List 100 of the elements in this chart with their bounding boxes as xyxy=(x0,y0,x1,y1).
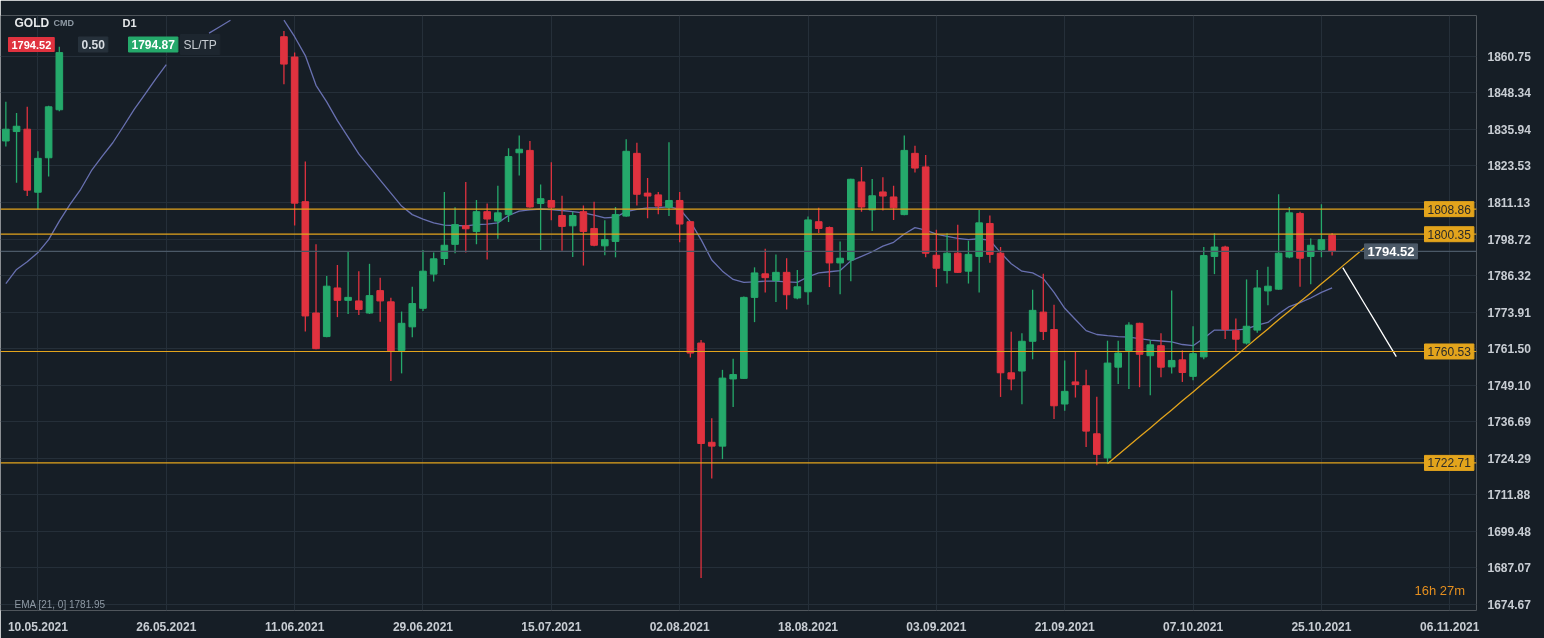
ref-line-label: 1722.71 xyxy=(1427,456,1472,471)
candlestick xyxy=(643,177,652,219)
candlestick xyxy=(12,112,21,184)
annotation: 16h 27m xyxy=(1414,583,1466,598)
candlestick xyxy=(1092,396,1101,466)
candlestick xyxy=(1039,273,1048,341)
y-tick-label: 1687.07 xyxy=(1487,561,1532,576)
y-tick-label: 1773.91 xyxy=(1487,305,1532,320)
x-tick-label: 25.10.2021 xyxy=(1291,619,1352,634)
candlestick xyxy=(1060,359,1069,412)
x-tick-label: 06.11.2021 xyxy=(1420,619,1480,634)
x-tick-label: 10.05.2021 xyxy=(7,619,69,634)
candlestick xyxy=(536,183,545,251)
candlestick xyxy=(440,191,449,266)
x-tick-label: 02.08.2021 xyxy=(649,619,711,634)
candlestick xyxy=(483,202,491,261)
candlestick xyxy=(814,207,823,234)
candlestick xyxy=(1157,332,1165,378)
candlestick xyxy=(579,204,588,267)
y-tick-label: 1860.75 xyxy=(1487,49,1532,64)
candlestick xyxy=(761,248,770,294)
candlestick xyxy=(1328,232,1336,257)
y-tick-label: 1786.32 xyxy=(1487,269,1532,284)
candlestick xyxy=(1114,340,1123,385)
y-tick-label: 1811.13 xyxy=(1487,195,1531,210)
candlestick xyxy=(568,211,577,258)
candlestick xyxy=(515,134,524,177)
y-tick-label: 1711.88 xyxy=(1487,488,1531,503)
candlestick xyxy=(729,358,737,408)
ref-line-label: 1800.35 xyxy=(1427,227,1472,242)
candlestick xyxy=(782,257,791,311)
candlestick xyxy=(1178,349,1187,383)
candlestick xyxy=(547,161,556,221)
candlestick xyxy=(772,253,780,303)
candlestick xyxy=(1242,278,1251,346)
candlestick xyxy=(1306,237,1315,285)
x-tick-label: 07.10.2021 xyxy=(1163,619,1224,634)
candlestick xyxy=(793,269,802,300)
candlestick xyxy=(376,277,385,323)
x-tick-label: 18.08.2021 xyxy=(777,619,839,634)
candlestick xyxy=(333,264,342,318)
y-tick-label: 1749.10 xyxy=(1487,378,1532,393)
annotation: 1794.87 xyxy=(131,38,176,52)
x-tick-label: 11.06.2021 xyxy=(264,619,325,634)
candlestick xyxy=(953,223,962,274)
candlestick xyxy=(911,145,919,174)
candlestick xyxy=(429,251,438,283)
candlestick xyxy=(1071,350,1080,399)
candlestick xyxy=(964,240,973,285)
candlestick xyxy=(654,191,663,215)
annotation: 0.50 xyxy=(81,38,106,52)
y-tick-label: 1699.48 xyxy=(1487,524,1532,539)
candlestick xyxy=(2,101,10,148)
chart-title: GOLD xyxy=(14,15,50,30)
line-series xyxy=(1342,266,1397,358)
y-tick-label: 1848.34 xyxy=(1487,86,1532,101)
y-tick-label: 1823.53 xyxy=(1487,159,1532,174)
candlestick xyxy=(472,199,481,246)
candlestick xyxy=(1189,325,1197,381)
y-tick-label: 1736.69 xyxy=(1487,415,1532,430)
annotation: SL/TP xyxy=(183,37,217,52)
candlestick xyxy=(836,240,844,295)
candlestick xyxy=(451,206,459,254)
candlestick xyxy=(932,228,941,288)
candlestick xyxy=(461,181,470,254)
candlestick xyxy=(600,219,609,256)
y-tick-label: 1674.67 xyxy=(1487,597,1532,612)
candlestick xyxy=(868,178,877,232)
y-tick-label: 1761.50 xyxy=(1487,342,1532,357)
annotation: CMD xyxy=(53,17,75,28)
candlestick xyxy=(1007,331,1016,391)
annotation: 1794.52 xyxy=(11,38,52,51)
candlestick xyxy=(1264,266,1272,306)
ref-line-label: 1794.52 xyxy=(1367,243,1415,259)
candlestick xyxy=(889,185,898,221)
y-tick-label: 1798.72 xyxy=(1487,232,1532,247)
x-tick-label: 26.05.2021 xyxy=(136,619,197,634)
candlestick xyxy=(1146,339,1155,396)
y-tick-label: 1724.29 xyxy=(1487,451,1532,466)
annotation: D1 xyxy=(122,16,137,29)
candlestick xyxy=(665,141,673,217)
candlestick xyxy=(354,270,363,316)
ref-line-label: 1760.53 xyxy=(1427,345,1472,359)
candlestick xyxy=(675,191,684,243)
candlestick xyxy=(408,286,417,338)
x-tick-label: 03.09.2021 xyxy=(906,619,967,634)
candlestick xyxy=(344,250,352,315)
candlestick xyxy=(365,263,374,315)
x-tick-label: 29.06.2021 xyxy=(392,619,454,634)
annotation: EMA [21, 0] 1781.95 xyxy=(14,599,106,610)
y-tick-label: 1835.94 xyxy=(1487,122,1532,137)
candlestick xyxy=(1232,317,1240,353)
candlestick xyxy=(1317,203,1326,258)
x-tick-label: 15.07.2021 xyxy=(521,619,582,634)
candlestick xyxy=(1210,232,1219,275)
candlestick xyxy=(943,232,951,285)
candlestick xyxy=(558,195,566,252)
candlestick xyxy=(1167,289,1176,375)
x-tick-label: 21.09.2021 xyxy=(1034,619,1096,634)
candlestick xyxy=(707,417,716,480)
